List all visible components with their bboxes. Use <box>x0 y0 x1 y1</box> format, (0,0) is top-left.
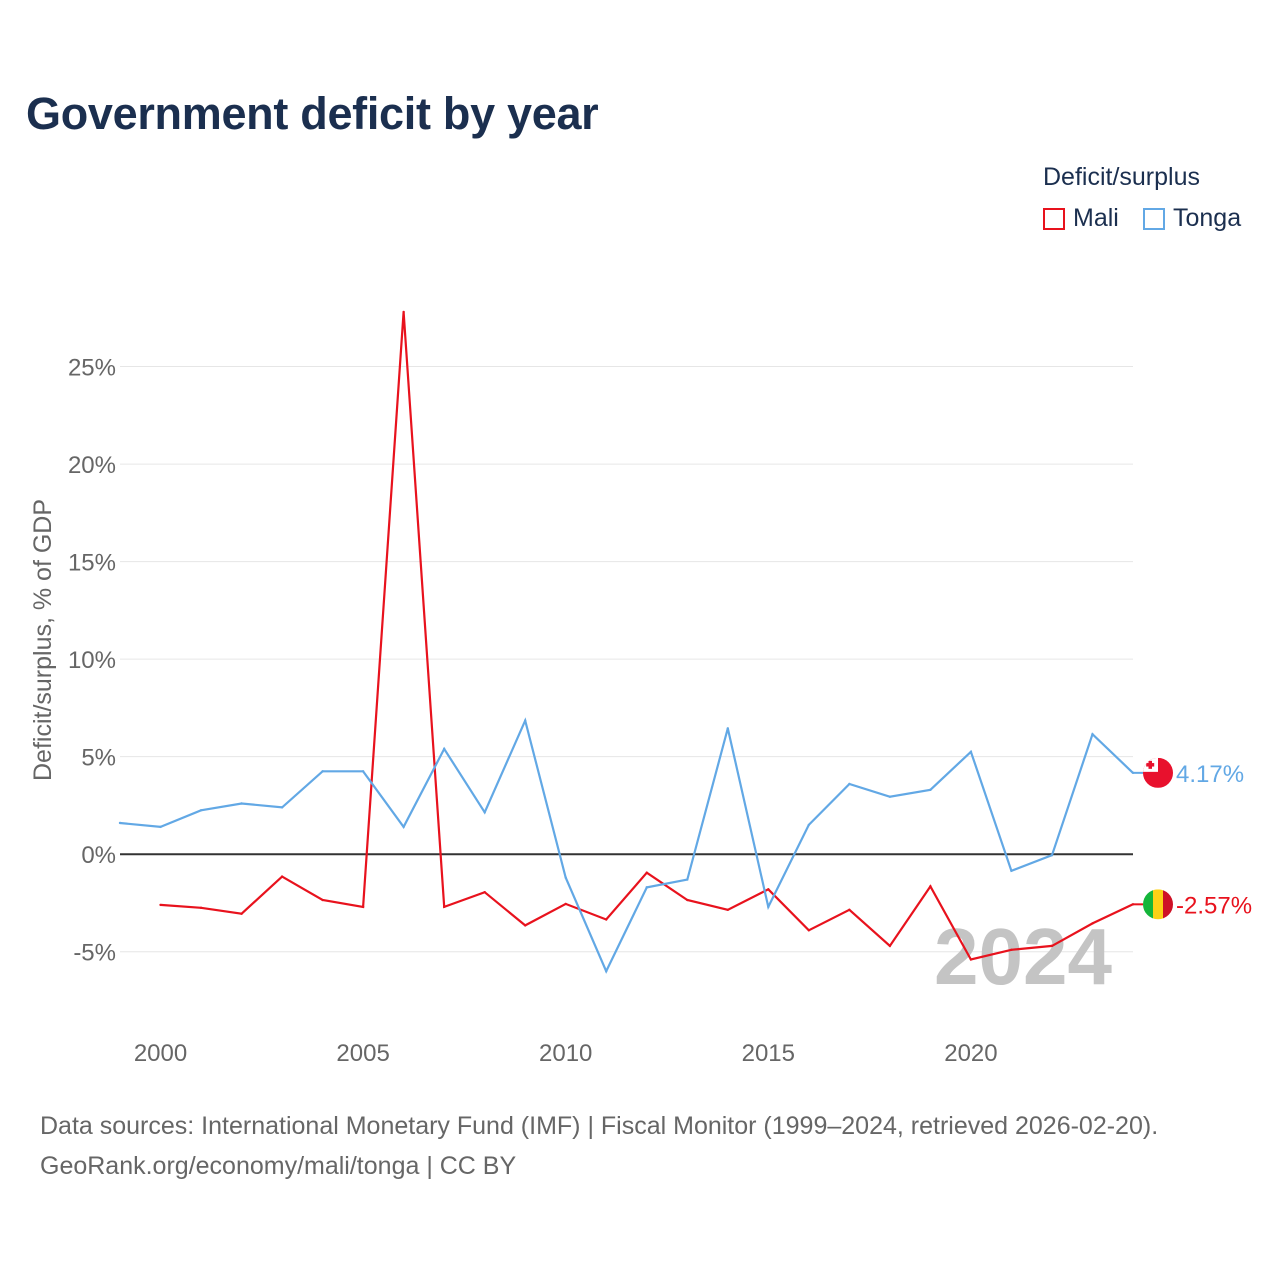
year-watermark: 2024 <box>934 912 1112 1001</box>
data-point-mali <box>1010 948 1013 951</box>
data-point-mali <box>969 958 973 961</box>
data-point-mali <box>240 912 243 915</box>
x-tick-label: 2005 <box>336 1040 389 1067</box>
legend-swatch-tonga <box>1143 207 1165 230</box>
y-tick-label: 0% <box>81 842 116 869</box>
data-point-mali <box>888 944 892 948</box>
data-point-tonga <box>726 727 729 730</box>
end-value-label-mali: -2.57% <box>1176 892 1252 919</box>
x-tick-label: 2010 <box>539 1040 592 1067</box>
flag-cross-h <box>1146 763 1155 767</box>
source-note: Data sources: International Monetary Fun… <box>40 1106 1158 1186</box>
flag-body <box>1143 889 1173 920</box>
data-point-mali <box>605 918 608 921</box>
flag-stripe-red <box>1163 889 1173 920</box>
mali-flag <box>1143 889 1173 920</box>
data-point-mali <box>361 905 365 909</box>
data-point-tonga <box>402 825 405 829</box>
data-point-tonga <box>807 823 811 827</box>
data-point-tonga <box>483 811 486 814</box>
x-tick-label: 2015 <box>742 1040 795 1067</box>
data-point-tonga <box>524 719 527 722</box>
data-point-tonga <box>969 750 973 753</box>
data-point-mali <box>321 898 324 902</box>
y-axis-label: Deficit/surplus, % of GDP <box>29 499 57 781</box>
legend-title: Deficit/surplus <box>1043 163 1200 191</box>
data-point-mali <box>726 908 729 911</box>
data-point-mali <box>402 310 405 314</box>
x-tick-label: 2020 <box>944 1040 997 1067</box>
data-point-mali <box>1050 944 1054 948</box>
data-point-mali <box>929 885 932 888</box>
data-point-tonga <box>240 802 243 805</box>
data-point-tonga <box>686 878 689 881</box>
data-point-tonga <box>199 809 203 812</box>
y-tick-label: -5% <box>73 940 116 967</box>
data-point-mali <box>199 906 203 910</box>
data-point-tonga <box>442 747 446 751</box>
y-tick-label: 25% <box>68 355 116 382</box>
data-point-mali <box>767 888 770 891</box>
tonga-flag <box>1143 757 1173 788</box>
data-point-tonga <box>645 886 648 889</box>
data-point-tonga <box>361 770 365 773</box>
data-point-tonga <box>159 825 162 829</box>
data-point-tonga <box>929 788 932 792</box>
legend-label-mali: Mali <box>1073 204 1119 232</box>
data-point-mali <box>645 871 648 874</box>
flag-stripe-green <box>1143 889 1153 920</box>
chart-title: Government deficit by year <box>26 88 599 139</box>
data-point-mali <box>807 929 811 932</box>
legend-item-tonga[interactable]: Tonga <box>1143 204 1241 233</box>
data-point-mali <box>524 924 527 927</box>
flag-stripe-yellow <box>1153 889 1163 920</box>
legend-swatch-mali <box>1043 207 1065 230</box>
data-point-tonga <box>767 905 770 909</box>
y-tick-label: 10% <box>68 647 116 674</box>
data-point-tonga <box>1050 853 1054 857</box>
data-point-tonga <box>1091 733 1094 736</box>
data-point-tonga <box>118 821 122 825</box>
data-point-mali <box>483 891 486 894</box>
data-point-tonga <box>1010 869 1013 872</box>
y-tick-label: 5% <box>81 745 116 772</box>
data-point-tonga <box>605 970 608 973</box>
data-point-mali <box>686 898 689 902</box>
x-tick-label: 2000 <box>134 1040 187 1067</box>
legend-label-tonga: Tonga <box>1173 204 1242 232</box>
data-point-tonga <box>848 782 851 786</box>
data-point-tonga <box>564 876 567 879</box>
source-line-2[interactable]: GeoRank.org/economy/mali/tonga | CC BY <box>40 1152 517 1180</box>
y-tick-label: 20% <box>68 452 116 479</box>
data-point-tonga <box>280 806 284 809</box>
y-tick-label: 15% <box>68 550 116 577</box>
legend-item-mali[interactable]: Mali <box>1043 204 1119 233</box>
source-line-1: Data sources: International Monetary Fun… <box>40 1112 1159 1140</box>
data-point-tonga <box>888 795 892 798</box>
data-point-mali <box>1091 922 1094 925</box>
data-point-mali <box>442 905 446 909</box>
series-line-tonga <box>119 717 1134 974</box>
data-point-mali <box>564 902 567 906</box>
data-point-mali <box>159 903 162 907</box>
data-point-tonga <box>321 770 324 773</box>
data-point-mali <box>280 875 284 878</box>
end-value-label-tonga: 4.17% <box>1176 761 1244 788</box>
data-point-mali <box>848 908 851 911</box>
series-line-mali <box>160 311 1134 961</box>
flag-body <box>1143 757 1173 788</box>
